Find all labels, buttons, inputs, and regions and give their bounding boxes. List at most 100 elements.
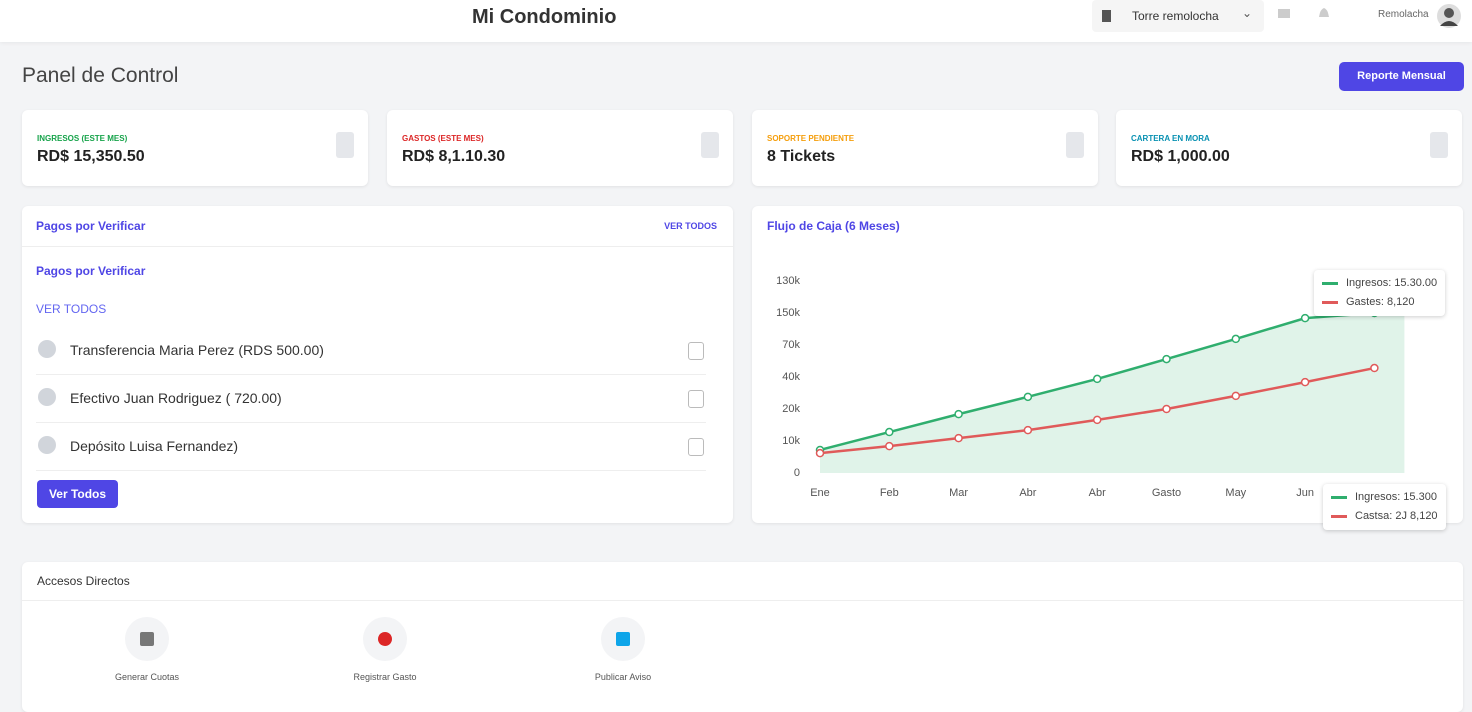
point	[954, 409, 963, 419]
tooltip-row: Gastes: 8,120	[1322, 293, 1437, 312]
user-name[interactable]: Remolacha	[1378, 9, 1429, 20]
point	[885, 441, 894, 451]
bell-icon[interactable]	[1318, 8, 1330, 20]
swatch	[1331, 514, 1347, 518]
point	[1231, 391, 1241, 401]
action-icon[interactable]	[688, 342, 704, 360]
stat-value: 8 Tickets	[767, 148, 836, 165]
link[interactable]: VER TODOS	[36, 302, 107, 316]
action-icon[interactable]	[688, 390, 704, 408]
x-tick-label: Abr	[1019, 487, 1036, 499]
swatch	[1322, 281, 1338, 285]
tooltip-text: Castsa: 2J 8,120	[1355, 510, 1438, 522]
tooltip: Ingresos: 15.30.00 Gastes: 8,120	[1314, 270, 1446, 316]
point	[1092, 374, 1102, 384]
avatar[interactable]	[1437, 4, 1461, 28]
card-title: Flujo de Caja (6 Meses)	[767, 219, 900, 233]
tooltip-row: Ingresos: 15.30.00	[1322, 274, 1437, 293]
card-title: Pagos por Verificar	[36, 219, 146, 233]
card-title: Accesos Directos	[37, 574, 130, 588]
x-tick-label: Ene	[810, 487, 830, 499]
chart: 0 10k 20k 40k 70k 150k 130k Ene Feb Mar Abr Abr Gast…	[776, 275, 1405, 499]
x-tick-label: May	[1225, 487, 1246, 499]
stat-icon	[1430, 132, 1448, 158]
stat-card: SOPORTE PENDIENTE 8 Tickets	[752, 110, 1098, 186]
x-tick-label: Gasto	[1152, 487, 1181, 499]
point	[1300, 377, 1310, 387]
divider	[22, 246, 733, 247]
tooltip-text: Ingresos: 15.30.00	[1346, 277, 1438, 289]
area	[820, 313, 1405, 473]
shortcut-label[interactable]: Publicar Aviso	[594, 672, 652, 682]
stat-value: RD$ 1,000.00	[1131, 148, 1230, 165]
building-select[interactable]: Torre remolocha ⌄	[1092, 0, 1264, 32]
swatch	[1331, 495, 1347, 499]
stat-label: CARTERA EN MORA	[1131, 134, 1210, 143]
point	[1092, 415, 1102, 425]
stat-card: CARTERA EN MORA RD$ 1,000.00	[1116, 110, 1462, 186]
chevron: ⌄	[1242, 6, 1253, 20]
stat-icon	[336, 132, 354, 158]
y-tick-label: 40k	[782, 371, 800, 383]
y-tick-label: 150k	[776, 307, 800, 319]
shortcut-label[interactable]: Generar Cuotas	[114, 672, 180, 682]
stat-card: INGRESOS (ESTE MES) RD$ 15,350.50	[22, 110, 368, 186]
point	[954, 433, 963, 443]
stat-label: SOPORTE PENDIENTE	[767, 134, 855, 143]
view-all-link[interactable]: VER TODOS	[664, 221, 717, 231]
shortcut-glyph	[378, 632, 392, 646]
status-icon	[38, 436, 56, 454]
stat-label: GASTOS (ESTE MES)	[402, 134, 484, 143]
report-button[interactable]: Reporte Mensual	[1339, 62, 1464, 91]
top-bar: Mi Condominio Torre remolocha ⌄ Remolach…	[0, 0, 1472, 42]
shortcut-glyph	[616, 632, 630, 646]
action-icon[interactable]	[688, 438, 704, 456]
point	[1370, 363, 1379, 373]
shortcut-glyph	[140, 632, 154, 646]
y-tick-label: 20k	[782, 403, 800, 415]
stat-label: INGRESOS (ESTE MES)	[37, 134, 128, 143]
point	[1023, 392, 1033, 402]
payment-text: Depósito Luisa Fernandez)	[70, 438, 239, 454]
point	[1023, 425, 1033, 435]
stat-value: RD$ 15,350.50	[37, 148, 145, 165]
tooltip-text: Gastes: 8,120	[1346, 296, 1415, 308]
shortcut-label[interactable]: Registrar Gasto	[353, 672, 417, 682]
x-tick-label: Feb	[880, 487, 899, 499]
payment-row: Efectivo Juan Rodriguez ( 720.00)	[36, 374, 706, 423]
mail-icon[interactable]	[1278, 9, 1290, 19]
y-tick-label: 0	[794, 467, 800, 479]
view-all-button[interactable]: Ver Todos	[37, 480, 118, 508]
payment-row: Transferencia Maria Perez (RDS 500.00)	[36, 326, 706, 375]
stat-icon	[1066, 132, 1084, 158]
app-title: Mi Condominio	[472, 6, 617, 28]
status-icon	[38, 388, 56, 406]
point	[1162, 404, 1171, 414]
page-title: Panel de Control	[22, 64, 179, 87]
payments-card: Pagos por Verificar VER TODOS Pagos por …	[22, 206, 733, 523]
point	[815, 448, 825, 458]
point	[1300, 313, 1310, 323]
tooltip-text: Ingresos: 15.300	[1355, 491, 1437, 503]
x-tick-label: Abr	[1089, 487, 1106, 499]
payment-text: Efectivo Juan Rodriguez ( 720.00)	[70, 390, 282, 406]
stat-value: RD$ 8,1.10.30	[402, 148, 506, 165]
y-tick-label: 70k	[782, 339, 800, 351]
point	[1231, 334, 1241, 344]
cash-flow-card: Flujo de Caja (6 Meses) 0 10k 20k 40k 70k 150…	[752, 206, 1463, 523]
point	[885, 427, 894, 437]
building-name: Torre remolocha	[1132, 9, 1219, 23]
shortcuts-card: Accesos Directos Generar Cuotas Registrar…	[22, 562, 1463, 712]
y-tick-label: 130k	[776, 275, 800, 287]
x-tick-label: Mar	[949, 487, 968, 499]
point	[1162, 354, 1171, 364]
payment-text: Transferencia Maria Perez (RDS 500.00)	[70, 342, 324, 358]
status-icon	[38, 340, 56, 358]
swatch	[1322, 300, 1338, 304]
tooltip: Ingresos: 15.300 Castsa: 2J 8,120	[1323, 484, 1446, 530]
stat-card: GASTOS (ESTE MES) RD$ 8,1.10.30	[387, 110, 733, 186]
stat-icon	[701, 132, 719, 158]
tooltip-row: Ingresos: 15.300	[1331, 488, 1438, 507]
y-tick-label: 10k	[782, 435, 800, 447]
